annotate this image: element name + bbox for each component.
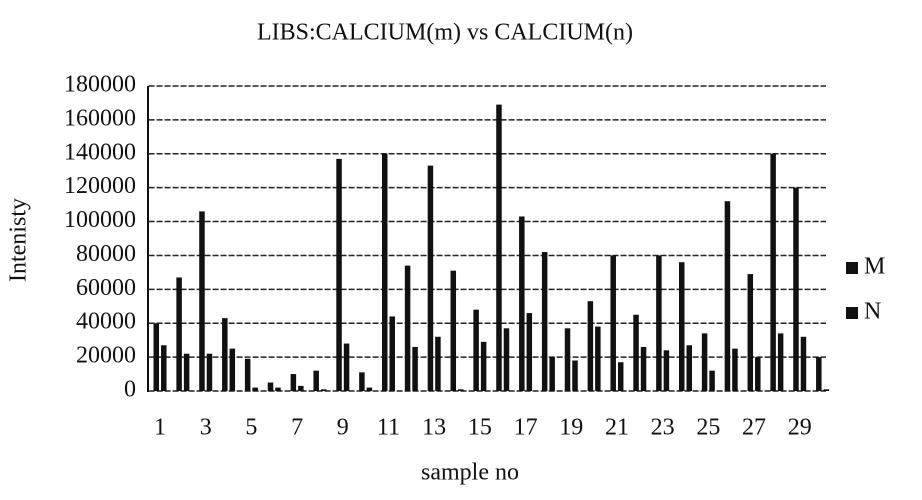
x-tick-label: 9 [337, 415, 349, 441]
bar [519, 216, 525, 391]
bar [640, 346, 647, 391]
bar [617, 362, 624, 391]
bar [222, 318, 228, 391]
x-tick-label: 15 [468, 415, 492, 441]
bar [541, 252, 548, 391]
x-tick-label: 27 [742, 415, 766, 441]
bar [496, 104, 502, 391]
bar [183, 353, 190, 391]
bar [450, 270, 457, 391]
bar [252, 387, 258, 391]
bar [161, 345, 167, 391]
bar [503, 328, 510, 391]
x-tick-label: 19 [559, 415, 583, 441]
bar [816, 357, 822, 391]
bar [229, 348, 236, 391]
x-tick-label: 25 [696, 415, 720, 441]
bar [663, 350, 670, 391]
bar [800, 336, 807, 391]
bar [153, 323, 160, 391]
bar [724, 201, 731, 391]
bar [244, 358, 251, 391]
x-tick-label: 1 [154, 415, 166, 441]
legend-label: M [864, 254, 885, 280]
bar [686, 345, 692, 391]
y-tick-label: 60000 [76, 275, 136, 301]
x-tick-label: 7 [291, 415, 303, 441]
x-tick-label: 3 [200, 415, 212, 441]
bar [587, 301, 594, 391]
bar [404, 265, 411, 391]
bar [336, 158, 342, 391]
y-tick-label: 100000 [64, 207, 136, 233]
y-axis-label: Intenisty [6, 198, 32, 282]
bar [435, 336, 441, 391]
bar [267, 382, 274, 391]
bar [290, 374, 297, 391]
bar [366, 387, 373, 391]
legend-swatch [846, 262, 858, 274]
bar [747, 274, 754, 391]
bar [793, 187, 799, 391]
bar [206, 353, 213, 391]
bar [427, 165, 434, 391]
bar [770, 153, 776, 391]
y-tick-label: 40000 [76, 309, 136, 335]
bar [656, 255, 662, 391]
chart-title: LIBS:CALCIUM(m) vs CALCIUM(n) [257, 20, 633, 46]
bar [755, 357, 761, 391]
bar [298, 385, 304, 391]
bar [412, 346, 418, 391]
bar [732, 348, 738, 391]
bar [480, 341, 487, 391]
bar [176, 277, 182, 391]
bar [823, 389, 830, 391]
x-tick-label: 5 [245, 415, 257, 441]
x-tick-label: 29 [788, 415, 812, 441]
x-axis-label: sample no [421, 460, 519, 486]
legend-swatch [846, 307, 858, 319]
y-tick-label: 180000 [64, 72, 136, 98]
bar [313, 370, 319, 391]
y-tick-label: 80000 [76, 241, 136, 267]
y-tick-label: 20000 [76, 343, 136, 369]
x-tick-label: 17 [514, 415, 538, 441]
bar [320, 389, 327, 391]
bar [777, 333, 784, 391]
bar [701, 333, 708, 391]
y-tick-label: 0 [124, 377, 136, 403]
bar [199, 211, 205, 391]
bar [359, 372, 365, 391]
bar [709, 370, 715, 391]
bar [564, 328, 571, 391]
bar [549, 357, 555, 391]
bar [275, 387, 281, 391]
bar [389, 316, 395, 391]
y-tick-label: 160000 [64, 105, 136, 131]
bar [610, 255, 616, 391]
bar [633, 314, 639, 391]
bar [526, 313, 533, 391]
x-tick-label: 13 [422, 415, 446, 441]
bar [572, 360, 578, 391]
x-tick-label: 23 [651, 415, 675, 441]
x-tick-label: 21 [605, 415, 629, 441]
y-tick-label: 120000 [64, 173, 136, 199]
legend-label: N [864, 299, 881, 325]
bar [473, 309, 479, 391]
bar [595, 326, 601, 391]
bar [678, 262, 685, 391]
bar [381, 153, 388, 391]
bar [343, 343, 350, 391]
bar [458, 389, 464, 391]
x-tick-label: 11 [377, 415, 400, 441]
y-tick-label: 140000 [64, 139, 136, 165]
